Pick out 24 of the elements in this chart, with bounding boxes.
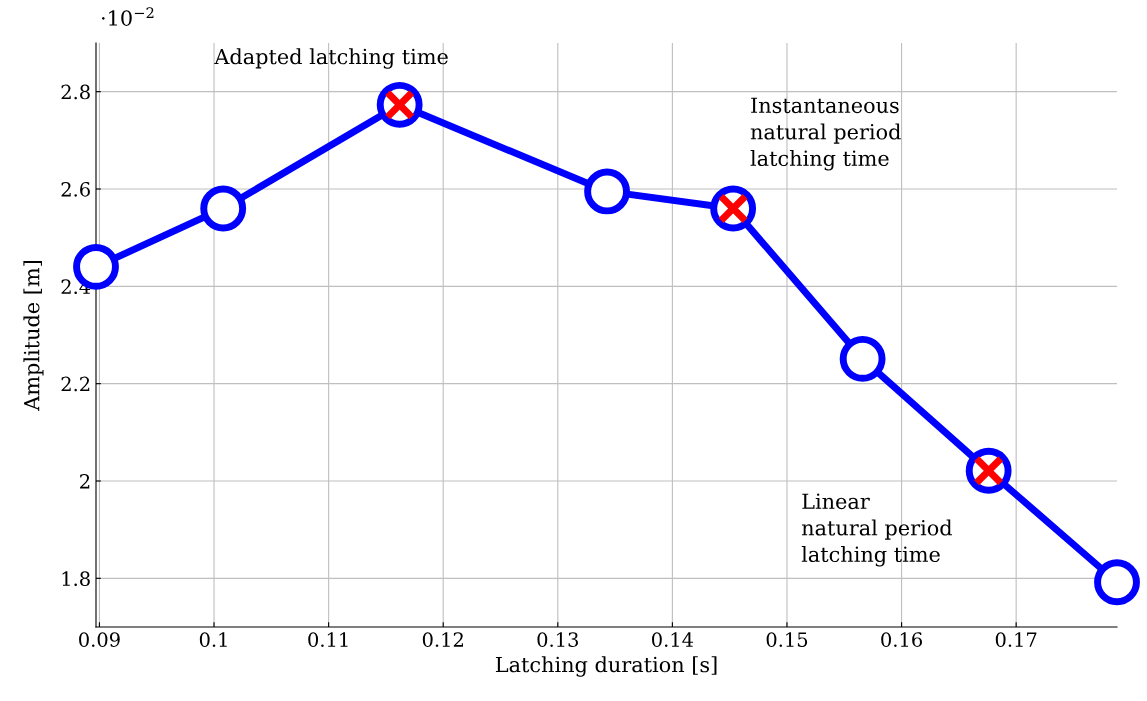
y-tick-label: 2.6 (61, 181, 90, 197)
x-axis-title: Latching duration [s] (495, 656, 717, 677)
x-tick-label: 0.09 (79, 632, 120, 647)
y-tick-label: 2.2 (61, 376, 90, 392)
point (1094, 559, 1140, 606)
text: ·10$^{−2}$ (101, 7, 154, 26)
x-tick-label: 0.14 (652, 632, 694, 647)
annotation: Instantaneous natural period latching time (750, 97, 901, 171)
x-tick-label: 0.13 (537, 632, 578, 647)
y-tick-label: 2 (80, 473, 90, 489)
y-tick-label: 1.8 (62, 571, 90, 586)
x-tick-label: 0.17 (995, 632, 1037, 647)
x-tick-label: 0.11 (308, 632, 348, 647)
y-tick-label: 2.8 (61, 84, 90, 100)
x-tick-label: 0.16 (881, 632, 922, 647)
x-tick-label: 0.15 (766, 632, 808, 647)
annotation: Adapted latching time (214, 48, 448, 69)
point (584, 168, 630, 215)
point (839, 335, 886, 382)
x-tick-label: 0.12 (422, 632, 463, 647)
annotation: Linear natural period latching time (801, 493, 953, 567)
point (200, 185, 247, 232)
y-axis-title: Amplitude [m] (23, 261, 44, 411)
x-tick-label: 0.1 (199, 632, 227, 647)
